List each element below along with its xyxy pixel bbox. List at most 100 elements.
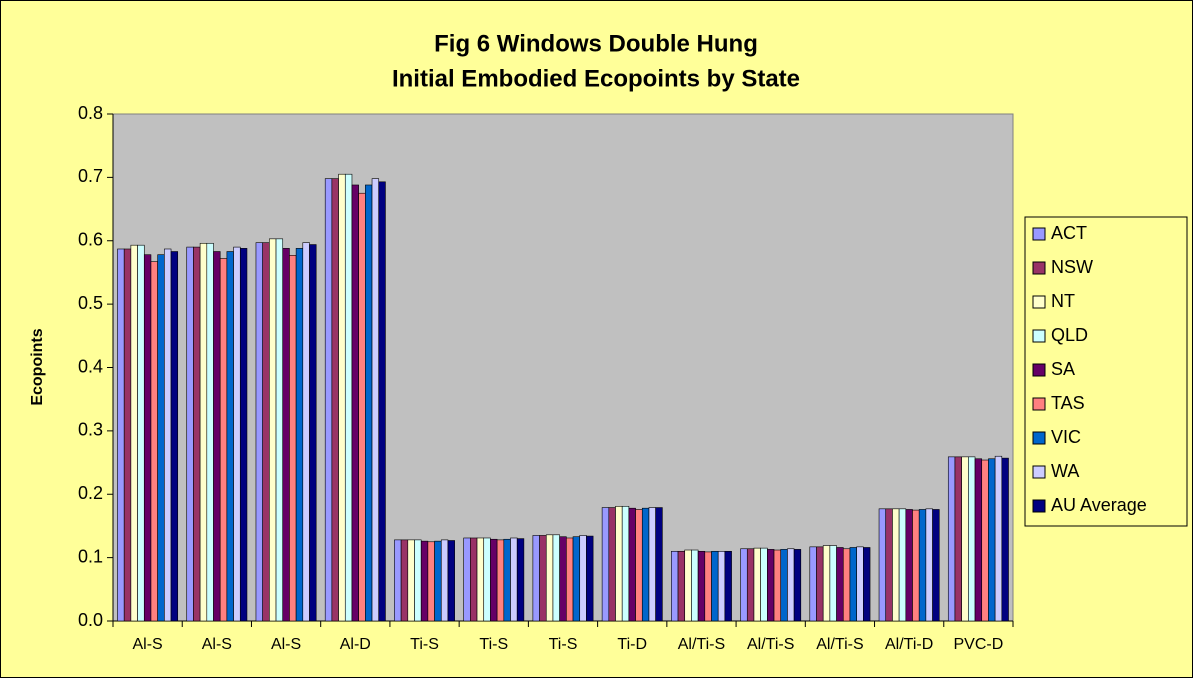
bar [641, 507, 650, 622]
bar [532, 535, 540, 622]
x-tick-label: Al/Ti-S [816, 636, 863, 653]
bar [414, 539, 422, 622]
bar [740, 548, 748, 622]
bar [239, 248, 248, 622]
legend-label: WA [1051, 461, 1079, 481]
legend-label: SA [1051, 359, 1075, 379]
bar [697, 550, 706, 622]
x-tick-label: Ti-S [410, 636, 439, 653]
legend-swatch [1032, 363, 1046, 377]
bar [793, 549, 802, 622]
legend-label: QLD [1051, 325, 1088, 345]
bar [143, 254, 152, 622]
bar [193, 246, 201, 622]
legend-label: NSW [1051, 257, 1093, 277]
bar [295, 248, 304, 622]
bar [816, 546, 824, 622]
bar [516, 538, 525, 622]
bar [358, 192, 366, 622]
legend-box [1024, 216, 1188, 527]
bar [635, 509, 643, 622]
legend-swatch [1032, 431, 1046, 445]
bar [856, 546, 864, 622]
x-tick-label: Al-S [202, 636, 232, 653]
bar [767, 549, 775, 622]
x-tick-label: Al/Ti-S [747, 636, 794, 653]
bar [351, 184, 359, 622]
bar [677, 550, 686, 622]
bar [434, 540, 442, 622]
bar [918, 509, 927, 622]
y-tick-label: 0.2 [78, 483, 103, 503]
bar [157, 254, 165, 622]
bar [892, 508, 900, 622]
bar [878, 508, 887, 622]
bar [704, 551, 712, 622]
legend-label: AU Average [1051, 495, 1147, 515]
bar [130, 244, 138, 622]
x-tick-label: Ti-S [479, 636, 508, 653]
bar [324, 178, 333, 622]
bar [483, 537, 491, 622]
bar [905, 509, 913, 622]
bar [559, 536, 567, 622]
legend-swatch [1032, 465, 1046, 479]
legend-label: ACT [1051, 223, 1087, 243]
x-tick-label: Ti-D [617, 636, 647, 653]
bar [150, 261, 158, 622]
legend-swatch [1032, 295, 1046, 309]
bar [503, 538, 511, 622]
bar [773, 549, 782, 622]
y-tick-label: 0.4 [78, 356, 103, 376]
bar [717, 550, 726, 622]
y-tick-label: 0.5 [78, 293, 103, 313]
bar [724, 550, 732, 622]
bar [787, 548, 795, 622]
bar [671, 550, 679, 622]
bar [476, 537, 485, 622]
bar [925, 508, 933, 622]
bar [400, 539, 409, 622]
bar [974, 458, 983, 622]
bar [170, 251, 179, 622]
legend-swatch [1032, 227, 1046, 241]
bar [842, 548, 851, 622]
y-tick-label: 0.7 [78, 166, 103, 186]
bar [440, 539, 449, 622]
bar [691, 549, 699, 622]
y-tick-label: 0.6 [78, 230, 103, 250]
bar [302, 242, 310, 622]
bar [407, 539, 415, 622]
bar [420, 540, 429, 622]
x-tick-label: Al-S [132, 636, 162, 653]
bar [648, 507, 656, 622]
bar [344, 173, 353, 622]
bar [309, 244, 317, 622]
chart-title: Fig 6 Windows Double Hung [434, 30, 758, 57]
bar [226, 251, 234, 622]
bar [849, 547, 857, 622]
bar [552, 534, 560, 622]
bar [447, 540, 455, 622]
bar [780, 549, 788, 622]
legend-swatch [1032, 499, 1046, 513]
bar [579, 535, 587, 622]
legend-label: TAS [1051, 393, 1085, 413]
legend-swatch [1032, 261, 1046, 275]
bar [1001, 457, 1009, 622]
bar [164, 248, 172, 622]
bar [912, 509, 920, 622]
bar [822, 545, 831, 622]
bar [255, 242, 263, 622]
bar [885, 508, 893, 622]
bar [490, 538, 498, 622]
bar [566, 537, 574, 622]
bar [746, 548, 755, 622]
bar [809, 546, 817, 622]
bar [427, 541, 435, 622]
bar [199, 242, 208, 622]
bar [289, 255, 297, 622]
bar [365, 184, 373, 622]
bar [621, 505, 630, 622]
bar [601, 507, 610, 622]
